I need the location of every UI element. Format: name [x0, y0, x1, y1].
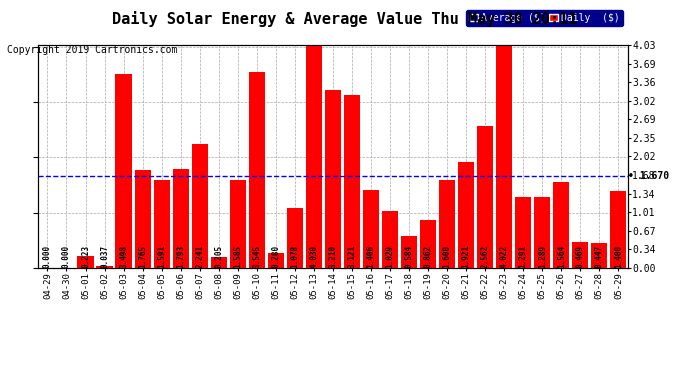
Bar: [248, 72, 265, 268]
Bar: [515, 196, 531, 268]
Text: 2.562: 2.562: [481, 245, 490, 268]
Text: 0.000: 0.000: [43, 245, 52, 268]
Bar: [591, 243, 607, 268]
Bar: [401, 236, 417, 268]
Bar: [553, 182, 569, 268]
Bar: [230, 180, 246, 268]
Bar: [420, 220, 436, 268]
Text: 1.765: 1.765: [138, 245, 147, 268]
Text: 0.223: 0.223: [81, 245, 90, 268]
Bar: [325, 90, 341, 268]
Bar: [439, 180, 455, 268]
Text: 3.545: 3.545: [253, 245, 262, 268]
Bar: [382, 211, 398, 268]
Bar: [172, 169, 189, 268]
Bar: [496, 45, 512, 268]
Text: 1.591: 1.591: [157, 245, 166, 268]
Text: 1.564: 1.564: [557, 245, 566, 268]
Text: 1.029: 1.029: [386, 245, 395, 268]
Text: 1.078: 1.078: [290, 245, 299, 268]
Bar: [344, 95, 360, 268]
Bar: [192, 144, 208, 268]
Text: 0.584: 0.584: [404, 245, 413, 268]
Text: 0.469: 0.469: [576, 245, 585, 268]
Text: 1.406: 1.406: [366, 245, 375, 268]
Text: 1.793: 1.793: [176, 245, 185, 268]
Bar: [572, 242, 589, 268]
Text: 1.289: 1.289: [538, 245, 546, 268]
Bar: [154, 180, 170, 268]
Bar: [115, 75, 132, 268]
Bar: [97, 266, 112, 268]
Text: 0.280: 0.280: [271, 245, 280, 268]
Text: 0.447: 0.447: [595, 245, 604, 268]
Bar: [610, 190, 627, 268]
Bar: [306, 45, 322, 268]
Text: 3.210: 3.210: [328, 245, 337, 268]
Text: 0.000: 0.000: [62, 245, 71, 268]
Text: 3.498: 3.498: [119, 245, 128, 268]
Bar: [458, 162, 474, 268]
Text: 1.400: 1.400: [614, 245, 623, 268]
Bar: [287, 209, 303, 268]
Text: 1.600: 1.600: [442, 245, 452, 268]
Bar: [534, 197, 551, 268]
Bar: [135, 170, 150, 268]
Legend: Average ($), Daily  ($): Average ($), Daily ($): [466, 10, 623, 26]
Text: 4.030: 4.030: [309, 245, 318, 268]
Text: 2.241: 2.241: [195, 245, 204, 268]
Bar: [77, 256, 94, 268]
Text: Copyright 2019 Cartronics.com: Copyright 2019 Cartronics.com: [7, 45, 177, 55]
Text: 0.862: 0.862: [424, 245, 433, 268]
Text: 0.037: 0.037: [100, 245, 109, 268]
Bar: [477, 126, 493, 268]
Text: 0.205: 0.205: [214, 245, 224, 268]
Text: • 1.670: • 1.670: [628, 171, 669, 181]
Text: 1.291: 1.291: [519, 245, 528, 268]
Bar: [363, 190, 379, 268]
Text: Daily Solar Energy & Average Value Thu May 30 20:11: Daily Solar Energy & Average Value Thu M…: [112, 11, 578, 27]
Text: 1.585: 1.585: [233, 245, 242, 268]
Text: 4.022: 4.022: [500, 245, 509, 268]
Bar: [210, 257, 227, 268]
Bar: [268, 253, 284, 268]
Text: 1.921: 1.921: [462, 245, 471, 268]
Text: 3.121: 3.121: [348, 245, 357, 268]
